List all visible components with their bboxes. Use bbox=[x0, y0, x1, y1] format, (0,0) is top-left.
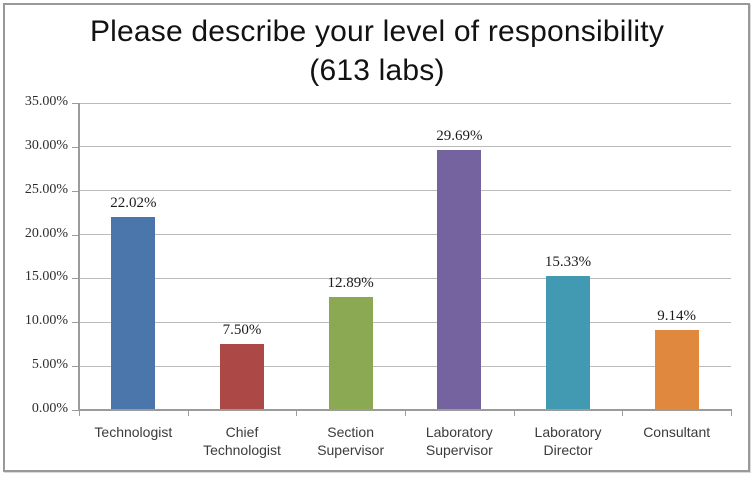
y-axis-tick-label: 35.00% bbox=[24, 94, 68, 109]
x-axis-tick bbox=[296, 410, 298, 416]
y-axis-tick bbox=[72, 366, 79, 368]
y-axis-tick bbox=[72, 410, 79, 411]
x-axis-tick bbox=[187, 410, 189, 416]
bar-consultant bbox=[654, 329, 699, 409]
y-axis-tick bbox=[72, 234, 79, 236]
x-axis-tick bbox=[731, 410, 732, 416]
gridline bbox=[79, 146, 731, 148]
y-axis-tick-label: 25.00% bbox=[24, 181, 68, 197]
y-axis-tick bbox=[72, 322, 79, 324]
x-axis-category-label: Technologist bbox=[94, 424, 173, 440]
x-axis-category-label: Laboratory Director bbox=[534, 424, 602, 458]
bar-value-label: 22.02% bbox=[110, 194, 157, 211]
y-axis-tick-label: 15.00% bbox=[24, 269, 68, 285]
gridline bbox=[79, 102, 731, 104]
bar-laboratory-supervisor bbox=[437, 149, 482, 409]
gridline bbox=[79, 234, 731, 236]
bar-value-label: 7.50% bbox=[222, 322, 262, 339]
x-axis-category-label: Section Supervisor bbox=[317, 424, 385, 458]
y-axis-tick-label: 30.00% bbox=[24, 137, 68, 153]
y-axis-tick-label: 10.00% bbox=[24, 313, 68, 329]
chart-subtitle: (613 labs) bbox=[309, 54, 445, 87]
chart-title-block: Please describe your level of responsibi… bbox=[0, 12, 754, 90]
bar-chief-technologist bbox=[220, 344, 264, 409]
y-axis-line bbox=[78, 103, 80, 410]
bar-section-supervisor bbox=[328, 296, 373, 409]
x-axis-category-label: Laboratory Supervisor bbox=[425, 424, 493, 458]
bar-value-label: 12.89% bbox=[327, 274, 374, 291]
y-axis-tick bbox=[72, 190, 79, 192]
x-axis-tick bbox=[513, 410, 515, 416]
x-axis-tick bbox=[79, 410, 80, 416]
y-axis-tick-label: 0.00% bbox=[31, 401, 68, 416]
bar-laboratory-director bbox=[546, 275, 590, 409]
bar-value-label: 15.33% bbox=[544, 253, 592, 270]
y-axis-tick bbox=[72, 146, 79, 148]
x-axis-tick bbox=[405, 410, 406, 416]
y-axis-tick bbox=[72, 103, 79, 104]
x-axis-category-label: Consultant bbox=[643, 424, 711, 440]
x-axis-tick bbox=[622, 410, 624, 416]
y-axis-tick bbox=[72, 278, 79, 280]
bar-technologist bbox=[111, 216, 156, 409]
gridline bbox=[79, 190, 731, 192]
chart-title: Please describe your level of responsibi… bbox=[89, 15, 665, 48]
bar-value-label: 9.14% bbox=[657, 307, 697, 324]
y-axis-tick-label: 5.00% bbox=[31, 357, 68, 373]
x-axis-category-label: Chief Technologist bbox=[203, 424, 281, 458]
y-axis-tick-label: 20.00% bbox=[24, 225, 68, 241]
bar-value-label: 29.69% bbox=[436, 127, 483, 144]
gridline bbox=[79, 277, 731, 279]
gridline bbox=[79, 365, 731, 367]
gridline bbox=[79, 321, 731, 323]
